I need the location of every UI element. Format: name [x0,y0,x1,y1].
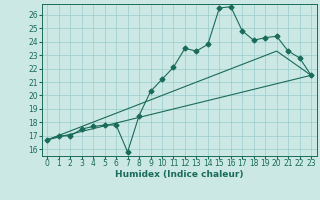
X-axis label: Humidex (Indice chaleur): Humidex (Indice chaleur) [115,170,244,179]
